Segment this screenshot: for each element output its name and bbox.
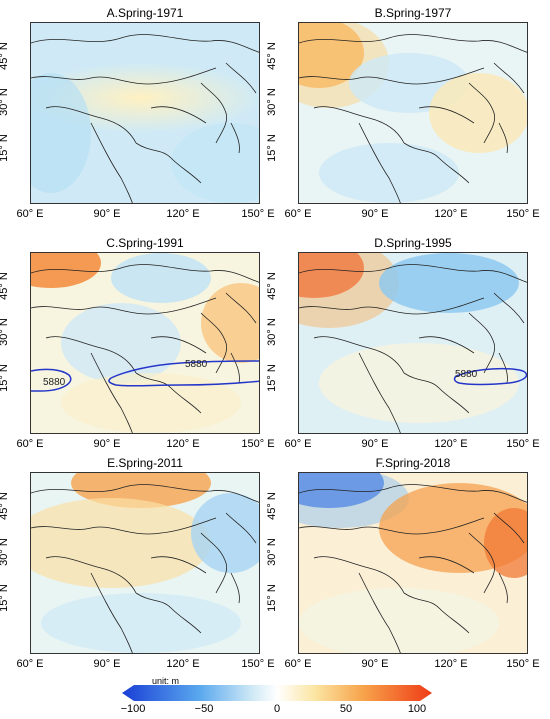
- x-tick-label: 120° E: [166, 438, 200, 450]
- y-tick-label: 45° N: [265, 492, 278, 520]
- map-svg: [31, 253, 259, 433]
- x-tick-label: 120° E: [166, 658, 200, 670]
- x-tick-label: 150° E: [241, 208, 275, 220]
- y-tick-label: 15° N: [265, 134, 278, 162]
- y-tick-label: 15° N: [0, 584, 10, 612]
- x-tick-label: 150° E: [506, 208, 540, 220]
- y-tick-label: 45° N: [0, 42, 10, 70]
- map-panel-d: 5880: [298, 252, 528, 434]
- panel-title: E.Spring-2011: [107, 456, 183, 470]
- x-tick-label: 120° E: [166, 208, 200, 220]
- panel-title: F.Spring-2018: [375, 456, 451, 470]
- contour-label: 5880: [43, 377, 66, 388]
- y-tick-label: 30° N: [265, 318, 278, 346]
- x-tick-label: 120° E: [434, 438, 468, 450]
- panel-title: C.Spring-1991: [106, 236, 184, 250]
- x-tick-label: 60° E: [16, 658, 44, 670]
- map-panel-f: [298, 472, 528, 654]
- x-tick-label: 150° E: [241, 438, 275, 450]
- x-tick-label: 150° E: [241, 658, 275, 670]
- x-tick-label: 60° E: [284, 208, 312, 220]
- y-tick-label: 30° N: [0, 538, 10, 566]
- panel-title: D.Spring-1995: [374, 236, 452, 250]
- x-tick-label: 90° E: [361, 208, 389, 220]
- colorbar-tick: −100: [120, 703, 146, 715]
- y-tick-label: 30° N: [265, 88, 278, 116]
- x-tick-label: 60° E: [284, 438, 312, 450]
- colorbar-tick: 100: [407, 703, 427, 715]
- y-tick-label: 45° N: [0, 272, 10, 300]
- map-svg: [299, 23, 527, 203]
- x-tick-label: 150° E: [506, 438, 540, 450]
- y-tick-label: 30° N: [265, 538, 278, 566]
- x-tick-label: 60° E: [16, 438, 44, 450]
- y-tick-label: 45° N: [0, 492, 10, 520]
- colorbar-bar: [122, 685, 432, 701]
- map-panel-b: [298, 22, 528, 204]
- x-tick-label: 120° E: [434, 658, 468, 670]
- x-tick-label: 90° E: [93, 438, 121, 450]
- x-tick-label: 90° E: [93, 208, 121, 220]
- contour-label: 5880: [185, 359, 208, 370]
- x-tick-label: 150° E: [506, 658, 540, 670]
- contour-5880: [453, 367, 527, 386]
- colorbar-tick: 50: [339, 703, 353, 715]
- y-tick-label: 30° N: [0, 88, 10, 116]
- map-svg: [299, 253, 527, 433]
- colorbar-tick: 0: [273, 703, 281, 715]
- colorbar-unit: unit: m: [152, 676, 180, 686]
- x-tick-label: 60° E: [16, 208, 44, 220]
- map-panel-a: [30, 22, 260, 204]
- map-panel-e: [30, 472, 260, 654]
- map-svg: [299, 473, 527, 653]
- map-svg: [31, 23, 259, 203]
- contour-5880: [31, 360, 259, 392]
- contour-label: 5880: [455, 369, 478, 380]
- colorbar-tick: −50: [194, 703, 214, 715]
- y-tick-label: 15° N: [0, 364, 10, 392]
- y-tick-label: 30° N: [0, 318, 10, 346]
- panel-title: A.Spring-1971: [106, 6, 184, 20]
- y-tick-label: 45° N: [265, 272, 278, 300]
- x-tick-label: 90° E: [93, 658, 121, 670]
- x-tick-label: 90° E: [361, 438, 389, 450]
- map-panel-c: 5880 5880: [30, 252, 260, 434]
- x-tick-label: 90° E: [361, 658, 389, 670]
- y-tick-label: 45° N: [265, 42, 278, 70]
- x-tick-label: 120° E: [434, 208, 468, 220]
- map-svg: [31, 473, 259, 653]
- y-tick-label: 15° N: [0, 134, 10, 162]
- panel-title: B.Spring-1977: [374, 6, 452, 20]
- x-tick-label: 60° E: [284, 658, 312, 670]
- y-tick-label: 15° N: [265, 364, 278, 392]
- y-tick-label: 15° N: [265, 584, 278, 612]
